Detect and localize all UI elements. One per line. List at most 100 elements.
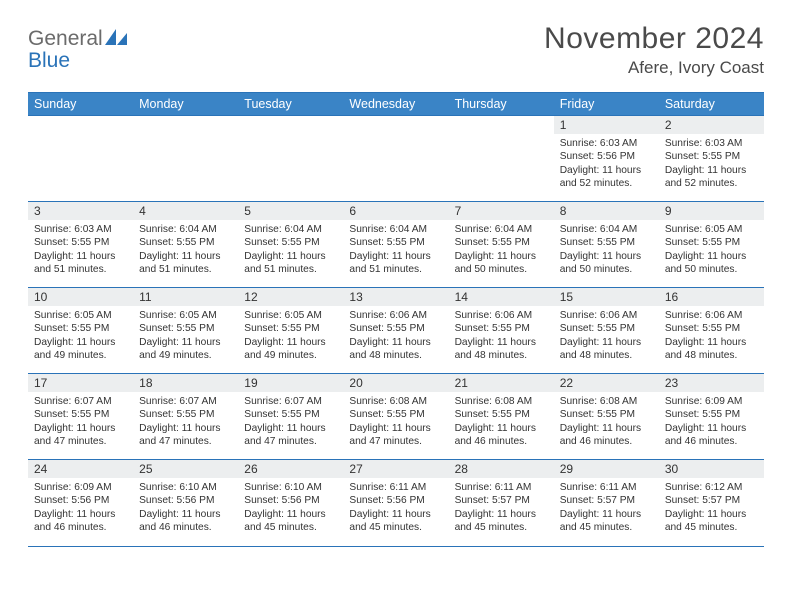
day-cell: 20Sunrise: 6:08 AMSunset: 5:55 PMDayligh…	[343, 374, 448, 460]
sunrise-line: Sunrise: 6:04 AM	[560, 223, 653, 236]
sunset-line: Sunset: 5:55 PM	[455, 322, 548, 335]
sunset-line: Sunset: 5:56 PM	[560, 150, 653, 163]
logo-sail-icon	[105, 32, 127, 49]
day-cell: 30Sunrise: 6:12 AMSunset: 5:57 PMDayligh…	[659, 460, 764, 546]
day-number: 6	[343, 202, 448, 220]
daylight-line: Daylight: 11 hours and 47 minutes.	[349, 422, 442, 449]
sunrise-line: Sunrise: 6:04 AM	[455, 223, 548, 236]
sunrise-line: Sunrise: 6:06 AM	[560, 309, 653, 322]
sunset-line: Sunset: 5:55 PM	[244, 322, 337, 335]
day-number: 27	[343, 460, 448, 478]
day-details: Sunrise: 6:07 AMSunset: 5:55 PMDaylight:…	[133, 392, 238, 452]
logo: General Blue	[28, 28, 127, 72]
day-cell: 14Sunrise: 6:06 AMSunset: 5:55 PMDayligh…	[449, 288, 554, 374]
day-number: 29	[554, 460, 659, 478]
day-cell: 17Sunrise: 6:07 AMSunset: 5:55 PMDayligh…	[28, 374, 133, 460]
day-cell: 28Sunrise: 6:11 AMSunset: 5:57 PMDayligh…	[449, 460, 554, 546]
day-cell: 6Sunrise: 6:04 AMSunset: 5:55 PMDaylight…	[343, 202, 448, 288]
day-cell: 19Sunrise: 6:07 AMSunset: 5:55 PMDayligh…	[238, 374, 343, 460]
day-number: 19	[238, 374, 343, 392]
day-details: Sunrise: 6:05 AMSunset: 5:55 PMDaylight:…	[28, 306, 133, 366]
empty-cell	[28, 116, 133, 202]
empty-cell	[238, 116, 343, 202]
day-details: Sunrise: 6:11 AMSunset: 5:57 PMDaylight:…	[449, 478, 554, 538]
header: General Blue November 2024 Afere, Ivory …	[28, 22, 764, 78]
day-cell: 22Sunrise: 6:08 AMSunset: 5:55 PMDayligh…	[554, 374, 659, 460]
sunrise-line: Sunrise: 6:08 AM	[560, 395, 653, 408]
daylight-line: Daylight: 11 hours and 50 minutes.	[455, 250, 548, 277]
empty-cell	[449, 116, 554, 202]
calendar-head: SundayMondayTuesdayWednesdayThursdayFrid…	[28, 93, 764, 116]
sunset-line: Sunset: 5:55 PM	[665, 150, 758, 163]
sunrise-line: Sunrise: 6:03 AM	[665, 137, 758, 150]
day-details: Sunrise: 6:03 AMSunset: 5:55 PMDaylight:…	[659, 134, 764, 194]
sunset-line: Sunset: 5:57 PM	[560, 494, 653, 507]
day-cell: 18Sunrise: 6:07 AMSunset: 5:55 PMDayligh…	[133, 374, 238, 460]
day-cell: 21Sunrise: 6:08 AMSunset: 5:55 PMDayligh…	[449, 374, 554, 460]
day-details: Sunrise: 6:04 AMSunset: 5:55 PMDaylight:…	[343, 220, 448, 280]
day-number: 23	[659, 374, 764, 392]
daylight-line: Daylight: 11 hours and 52 minutes.	[665, 164, 758, 191]
weekday-header: Tuesday	[238, 93, 343, 116]
day-number: 17	[28, 374, 133, 392]
daylight-line: Daylight: 11 hours and 45 minutes.	[244, 508, 337, 535]
day-number: 21	[449, 374, 554, 392]
day-number: 4	[133, 202, 238, 220]
day-number: 18	[133, 374, 238, 392]
sunset-line: Sunset: 5:56 PM	[244, 494, 337, 507]
weekday-header: Monday	[133, 93, 238, 116]
day-cell: 29Sunrise: 6:11 AMSunset: 5:57 PMDayligh…	[554, 460, 659, 546]
sunset-line: Sunset: 5:55 PM	[455, 408, 548, 421]
calendar-row: 17Sunrise: 6:07 AMSunset: 5:55 PMDayligh…	[28, 374, 764, 460]
sunrise-line: Sunrise: 6:08 AM	[349, 395, 442, 408]
sunrise-line: Sunrise: 6:05 AM	[665, 223, 758, 236]
day-cell: 4Sunrise: 6:04 AMSunset: 5:55 PMDaylight…	[133, 202, 238, 288]
sunset-line: Sunset: 5:55 PM	[139, 408, 232, 421]
day-details: Sunrise: 6:07 AMSunset: 5:55 PMDaylight:…	[238, 392, 343, 452]
sunset-line: Sunset: 5:55 PM	[665, 236, 758, 249]
day-number: 13	[343, 288, 448, 306]
sunset-line: Sunset: 5:55 PM	[349, 236, 442, 249]
day-number: 15	[554, 288, 659, 306]
day-number: 7	[449, 202, 554, 220]
sunrise-line: Sunrise: 6:06 AM	[455, 309, 548, 322]
day-number: 25	[133, 460, 238, 478]
day-details: Sunrise: 6:04 AMSunset: 5:55 PMDaylight:…	[238, 220, 343, 280]
sunset-line: Sunset: 5:55 PM	[349, 322, 442, 335]
sunrise-line: Sunrise: 6:06 AM	[349, 309, 442, 322]
day-number: 26	[238, 460, 343, 478]
sunset-line: Sunset: 5:57 PM	[665, 494, 758, 507]
day-number: 5	[238, 202, 343, 220]
day-details: Sunrise: 6:06 AMSunset: 5:55 PMDaylight:…	[659, 306, 764, 366]
logo-general: General	[28, 27, 103, 50]
daylight-line: Daylight: 11 hours and 46 minutes.	[34, 508, 127, 535]
sunrise-line: Sunrise: 6:04 AM	[349, 223, 442, 236]
daylight-line: Daylight: 11 hours and 48 minutes.	[665, 336, 758, 363]
weekday-header: Saturday	[659, 93, 764, 116]
day-details: Sunrise: 6:04 AMSunset: 5:55 PMDaylight:…	[133, 220, 238, 280]
sunrise-line: Sunrise: 6:10 AM	[139, 481, 232, 494]
calendar-body: 1Sunrise: 6:03 AMSunset: 5:56 PMDaylight…	[28, 116, 764, 546]
daylight-line: Daylight: 11 hours and 45 minutes.	[349, 508, 442, 535]
sunrise-line: Sunrise: 6:04 AM	[244, 223, 337, 236]
sunrise-line: Sunrise: 6:03 AM	[560, 137, 653, 150]
daylight-line: Daylight: 11 hours and 50 minutes.	[560, 250, 653, 277]
sunset-line: Sunset: 5:55 PM	[34, 408, 127, 421]
day-number: 8	[554, 202, 659, 220]
day-details: Sunrise: 6:05 AMSunset: 5:55 PMDaylight:…	[133, 306, 238, 366]
daylight-line: Daylight: 11 hours and 48 minutes.	[349, 336, 442, 363]
day-details: Sunrise: 6:06 AMSunset: 5:55 PMDaylight:…	[554, 306, 659, 366]
day-details: Sunrise: 6:05 AMSunset: 5:55 PMDaylight:…	[659, 220, 764, 280]
location: Afere, Ivory Coast	[544, 58, 764, 78]
day-details: Sunrise: 6:10 AMSunset: 5:56 PMDaylight:…	[238, 478, 343, 538]
daylight-line: Daylight: 11 hours and 51 minutes.	[34, 250, 127, 277]
sunrise-line: Sunrise: 6:07 AM	[244, 395, 337, 408]
weekday-header: Sunday	[28, 93, 133, 116]
sunrise-line: Sunrise: 6:11 AM	[349, 481, 442, 494]
sunrise-line: Sunrise: 6:09 AM	[34, 481, 127, 494]
day-cell: 26Sunrise: 6:10 AMSunset: 5:56 PMDayligh…	[238, 460, 343, 546]
daylight-line: Daylight: 11 hours and 49 minutes.	[139, 336, 232, 363]
sunset-line: Sunset: 5:55 PM	[244, 236, 337, 249]
daylight-line: Daylight: 11 hours and 46 minutes.	[455, 422, 548, 449]
day-number: 1	[554, 116, 659, 134]
